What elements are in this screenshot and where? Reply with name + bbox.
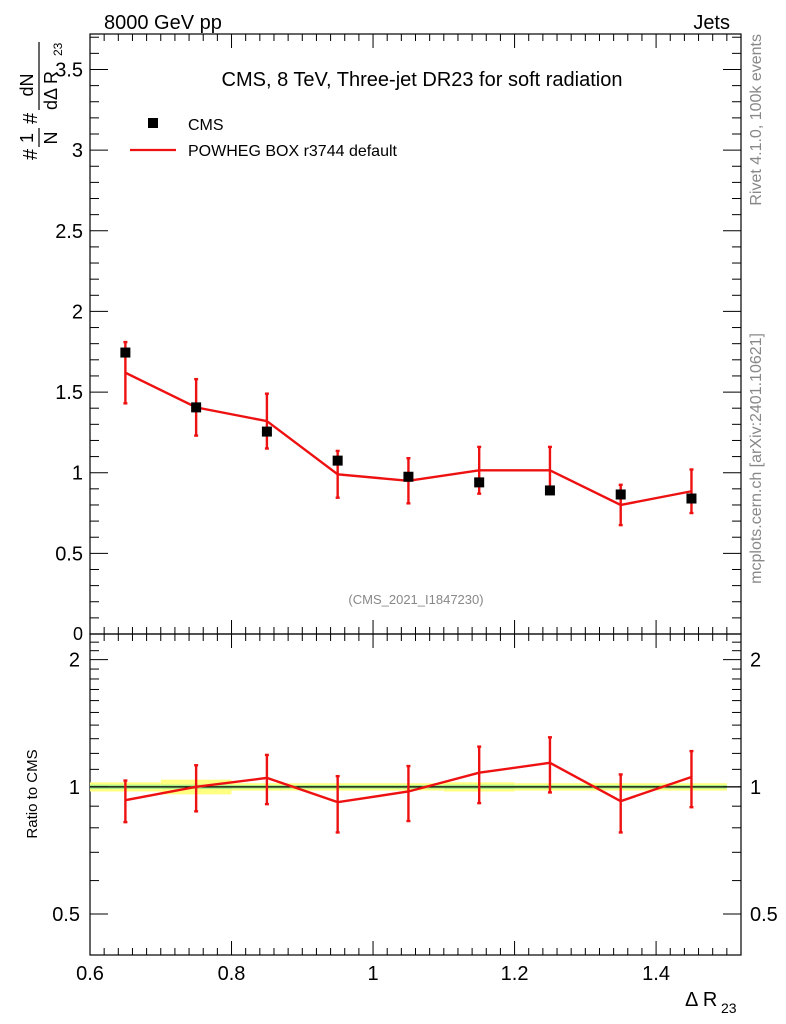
x-tick-label: 1.4 [642,963,670,985]
mcplots-url-label: mcplots.cern.ch [arXiv:2401.10621] [748,333,765,584]
x-axis-label-sub: 23 [721,1000,737,1016]
x-tick-label: 0.6 [76,963,104,985]
ratio-y-tick-label-left: 2 [69,650,80,672]
y-tick-label: 1 [72,463,83,485]
legend-data-marker [148,118,158,128]
y-tick-label-zero: 0 [73,624,83,644]
data-point [261,426,272,437]
x-axis-label: Δ R [685,989,717,1011]
data-point [615,489,626,500]
ratio-y-tick-label-right: 1 [750,777,761,799]
main-plot-panel: 0.5 1 1.5 2 2.5 3 3.5 0 CMS, 8 TeV, Three-jet … [17,33,742,644]
rivet-version-label: Rivet 4.1.0, 100k events [748,34,765,206]
legend-data-label: CMS [188,117,224,134]
x-tick-labels: 0.6 0.8 1 1.2 1.4 [76,963,670,985]
y-label-hash-2: # [20,112,42,124]
ratio-y-tick-label-right: 0.5 [750,904,778,926]
y-label-frac2-den: dΔ R [41,71,61,110]
y-tick-label: 2.5 [55,221,83,243]
main-y-tick-labels: 0.5 1 1.5 2 2.5 3 3.5 [55,59,83,565]
data-point [120,347,131,358]
data-point [403,471,414,482]
data-point [474,477,485,488]
legend: CMS POWHEG BOX r3744 default [130,117,398,160]
y-label-frac1-num: 1 [17,133,37,143]
legend-mc-label: POWHEG BOX r3744 default [188,143,398,160]
header-left-label: 8000 GeV pp [104,12,222,34]
analysis-watermark: (CMS_2021_I1847230) [348,592,483,607]
ratio-plot-marks [123,736,694,834]
y-label-frac1-den: N [41,132,61,145]
data-point [332,455,343,466]
x-tick-label: 1 [367,963,378,985]
y-label-hash-1: # [20,148,42,160]
ratio-plot-ticks [89,633,742,956]
ratio-y-tick-labels: 0.5 0.5 1 1 2 2 [52,650,778,926]
y-tick-label: 1.5 [55,382,83,404]
x-tick-label: 1.2 [501,963,529,985]
x-tick-label: 0.8 [218,963,246,985]
ratio-y-tick-label-left: 1 [69,777,80,799]
ratio-plot-panel: 0.5 0.5 1 1 2 2 0.6 0.8 1 1.2 1.4 Ratio to CMS [24,633,778,985]
ratio-y-axis-label: Ratio to CMS [24,749,41,838]
main-plot-ticks [89,34,742,635]
data-point [191,402,202,413]
data-point [686,493,697,504]
y-tick-label: 3.5 [55,59,83,81]
y-label-frac2-den-sub: 23 [51,42,65,56]
y-tick-label: 2 [72,301,83,323]
y-label-frac2-num: dN [17,73,37,96]
data-point [544,485,555,496]
chart-title: CMS, 8 TeV, Three-jet DR23 for soft radi… [222,69,623,91]
ratio-y-tick-label-left: 0.5 [52,904,80,926]
y-tick-label: 0.5 [55,543,83,565]
header-right-label: Jets [693,12,730,34]
main-plot-marks [120,340,697,527]
y-tick-label: 3 [72,140,83,162]
y-axis-label: # 1 N # dN dΔ R 23 [17,42,65,160]
ratio-y-tick-label-right: 2 [750,650,761,672]
